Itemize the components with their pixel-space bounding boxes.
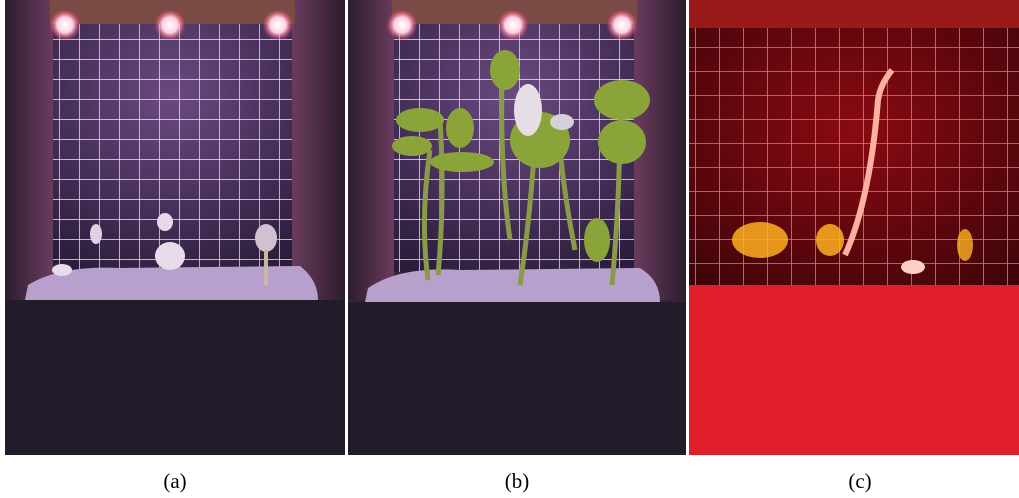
caption: (a) <box>163 469 186 493</box>
photo-a <box>5 0 345 455</box>
caption: (b) <box>505 469 530 493</box>
caption: (c) <box>848 469 871 493</box>
figure: (a) (b) (c) <box>0 0 1019 498</box>
photo-b <box>348 0 686 455</box>
photo-c <box>689 0 1019 455</box>
